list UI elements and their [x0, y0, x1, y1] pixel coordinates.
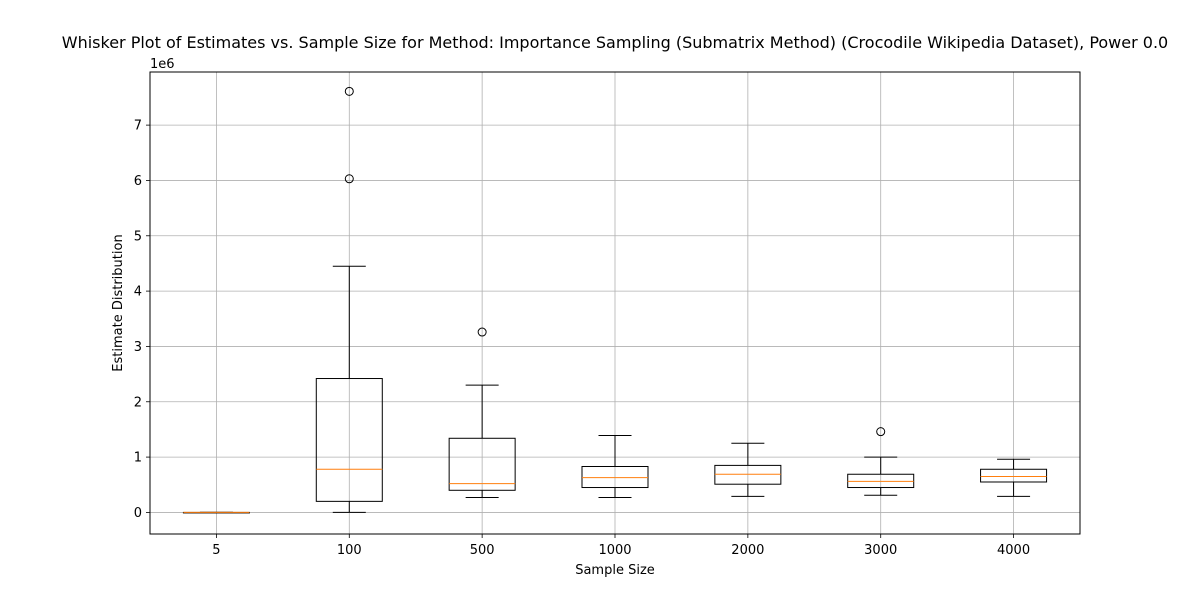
grid-lines [150, 72, 1080, 534]
box-4000 [980, 458, 1048, 497]
y-tick-label: 2 [134, 395, 142, 410]
iqr-box [847, 473, 915, 489]
x-tick-label: 500 [470, 543, 495, 558]
outlier-point [344, 86, 354, 96]
x-tick-label: 100 [337, 543, 362, 558]
y-tick-label: 1 [134, 451, 142, 466]
x-tick-label: 5 [212, 543, 220, 558]
y-tick-label: 4 [134, 285, 142, 300]
box-5 [182, 511, 250, 514]
y-tick-label: 6 [134, 174, 142, 189]
y-tick-label: 7 [134, 119, 142, 134]
iqr-box [315, 378, 383, 502]
box-3000 [847, 427, 915, 496]
box-series [182, 86, 1048, 514]
y-offset-label: 1e6 [150, 57, 175, 72]
x-axis-label: Sample Size [575, 563, 655, 578]
axis-ticks: 5 100 500 1000 2000 3000 4000 0 1 2 3 4 5 6 7 [134, 119, 1030, 558]
outlier-point [876, 427, 886, 437]
y-axis-label: Estimate Distribution [111, 234, 126, 371]
x-tick-label: 3000 [864, 543, 897, 558]
x-tick-label: 2000 [731, 543, 764, 558]
chart-title: Whisker Plot of Estimates vs. Sample Siz… [62, 33, 1168, 52]
x-tick-label: 4000 [997, 543, 1030, 558]
box-100 [315, 86, 383, 513]
iqr-box [448, 437, 516, 491]
outlier-point [477, 327, 487, 337]
x-tick-label: 1000 [598, 543, 631, 558]
iqr-box [714, 464, 782, 485]
box-1000 [581, 435, 649, 498]
y-tick-label: 5 [134, 229, 142, 244]
iqr-box [581, 465, 649, 489]
iqr-box [980, 468, 1048, 483]
y-tick-label: 3 [134, 340, 142, 355]
outlier-point [344, 174, 354, 184]
box-2000 [714, 442, 782, 497]
y-tick-label: 0 [134, 506, 142, 521]
box-500 [448, 327, 516, 498]
